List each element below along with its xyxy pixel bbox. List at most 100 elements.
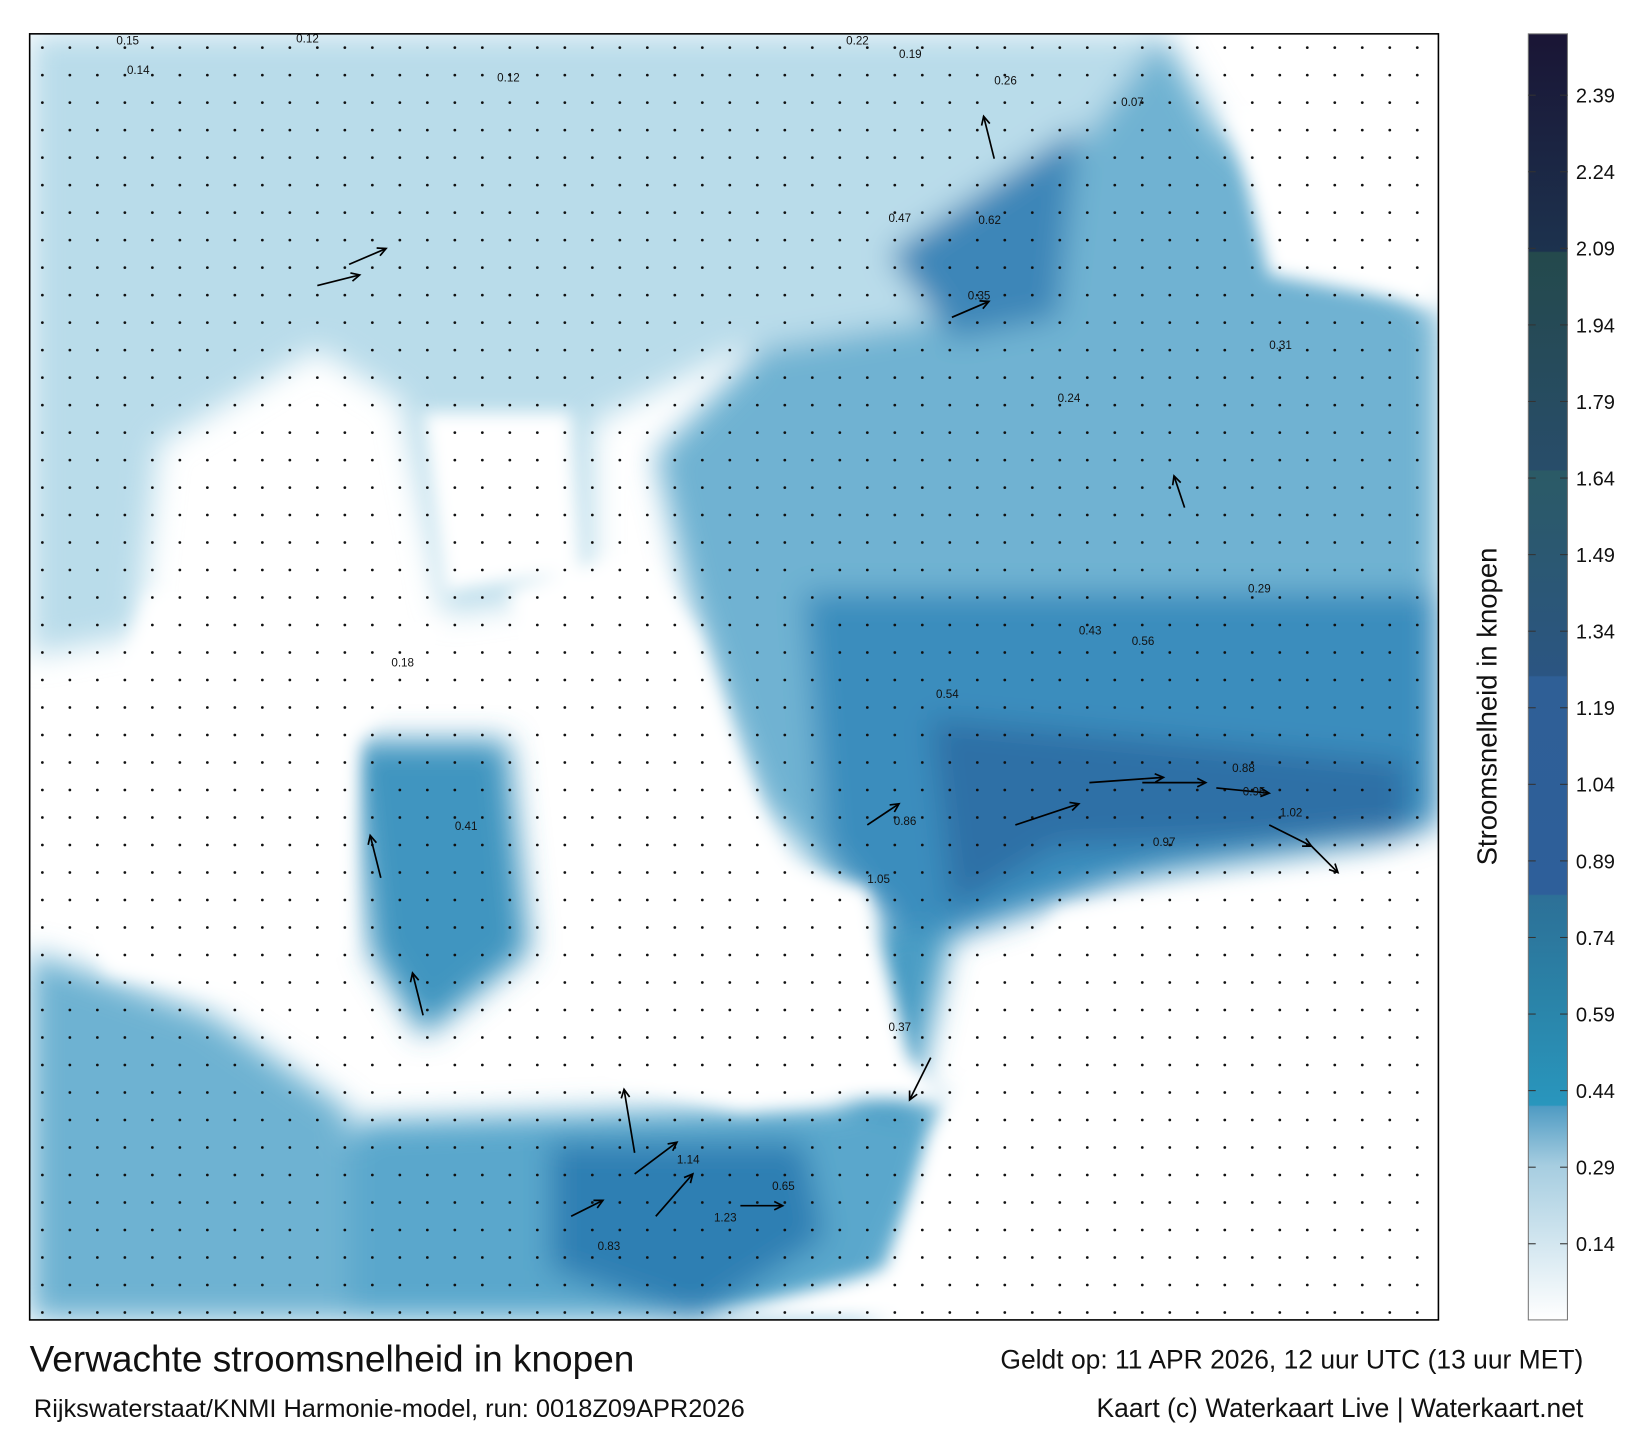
vector-dot: [893, 596, 897, 599]
vector-dot: [1333, 1063, 1337, 1067]
vector-dot: [315, 376, 319, 379]
vector-dot: [948, 678, 952, 682]
speed-value-label: 0.24: [1058, 392, 1081, 405]
vector-dot: [288, 1283, 292, 1287]
vector-dot: [728, 898, 732, 902]
credit-link[interactable]: Kaart (c) Waterkaart Live | Waterkaart.n…: [1097, 1393, 1584, 1423]
vector-dot: [1030, 238, 1034, 242]
vector-dot: [563, 1256, 567, 1259]
vector-dot: [535, 926, 539, 929]
vector-dot: [260, 128, 264, 132]
vector-dot: [1388, 73, 1392, 77]
current-arrow: [1089, 772, 1166, 784]
vector-dot: [1250, 926, 1254, 929]
vector-dot: [1415, 321, 1419, 324]
vector-dot: [1388, 981, 1392, 984]
vector-dot: [783, 1201, 787, 1204]
vector-dot: [1140, 733, 1144, 737]
vector-dot: [1250, 981, 1254, 984]
vector-dot: [123, 1256, 127, 1259]
vector-dot: [920, 1063, 924, 1067]
vector-dot: [1360, 816, 1364, 819]
vector-dot: [893, 541, 897, 544]
vector-dot: [810, 431, 814, 434]
vector-dot: [1250, 266, 1254, 269]
vector-dot: [590, 1173, 594, 1177]
vector-dot: [810, 568, 814, 572]
vector-dot: [728, 321, 732, 324]
vector-dot: [480, 1173, 484, 1177]
vector-dot: [590, 513, 594, 517]
vector-dot: [1003, 266, 1007, 269]
vector-dot: [453, 623, 457, 627]
vector-dot: [343, 926, 347, 929]
vector-dot: [1140, 651, 1144, 654]
vector-dot: [480, 183, 484, 187]
vector-dot: [1388, 1008, 1392, 1012]
vector-dot: [1250, 376, 1254, 379]
vector-dot: [1003, 733, 1007, 737]
vector-dot: [480, 761, 484, 764]
vector-dot: [1058, 541, 1062, 544]
vector-dot: [1360, 1146, 1364, 1149]
vector-dot: [288, 293, 292, 297]
vector-dot: [673, 953, 677, 957]
vector-dot: [1113, 651, 1117, 654]
vector-dot: [838, 128, 842, 132]
vector-dot: [68, 953, 72, 957]
vector-dot: [370, 1008, 374, 1012]
vector-dot: [728, 788, 732, 792]
vector-dot: [123, 981, 127, 984]
vector-dot: [123, 953, 127, 957]
vector-dot: [783, 541, 787, 544]
vector-dot: [425, 486, 429, 489]
vector-dot: [95, 293, 99, 297]
vector-dot: [123, 486, 127, 489]
vector-dot: [425, 788, 429, 792]
vector-dot: [563, 1146, 567, 1149]
vector-dot: [40, 706, 44, 709]
vector-dot: [453, 1036, 457, 1039]
vector-dot: [920, 596, 924, 599]
vector-dot: [1085, 321, 1089, 324]
vector-dot: [1058, 678, 1062, 682]
vector-dot: [865, 568, 869, 572]
vector-dot: [68, 596, 72, 599]
vector-dot: [535, 1146, 539, 1149]
vector-dot: [425, 953, 429, 957]
vector-dot: [1058, 1091, 1062, 1094]
vector-dot: [893, 678, 897, 682]
vector-dot: [1140, 101, 1144, 104]
vector-dot: [618, 1036, 622, 1039]
vector-dot: [1030, 376, 1034, 379]
vector-dot: [1030, 458, 1034, 462]
vector-dot: [838, 183, 842, 187]
vector-dot: [95, 761, 99, 764]
vector-dot: [590, 706, 594, 709]
vector-dot: [1223, 238, 1227, 242]
vector-dot: [535, 431, 539, 434]
vector-dot: [260, 458, 264, 462]
vector-dot: [1030, 403, 1034, 407]
vector-dot: [40, 1036, 44, 1039]
map-area[interactable]: 0.150.140.120.220.190.260.470.350.620.54…: [29, 32, 1439, 1320]
vector-dot: [755, 1063, 759, 1067]
vector-dot: [948, 843, 952, 847]
vector-dot: [783, 953, 787, 957]
vector-dot: [975, 1063, 979, 1067]
vector-dot: [948, 541, 952, 544]
vector-dot: [618, 926, 622, 929]
vector-dot: [1113, 1091, 1117, 1094]
vector-dot: [975, 1201, 979, 1204]
vector-dot: [508, 816, 512, 819]
vector-dot: [1003, 898, 1007, 902]
vector-dot: [618, 266, 622, 269]
vector-dot: [563, 678, 567, 682]
vector-dot: [68, 101, 72, 104]
vector-dot: [975, 156, 979, 159]
vector-dot: [1333, 1118, 1337, 1122]
vector-dot: [728, 843, 732, 847]
vector-dot: [425, 376, 429, 379]
vector-dot: [1030, 321, 1034, 324]
vector-dot: [1195, 953, 1199, 957]
